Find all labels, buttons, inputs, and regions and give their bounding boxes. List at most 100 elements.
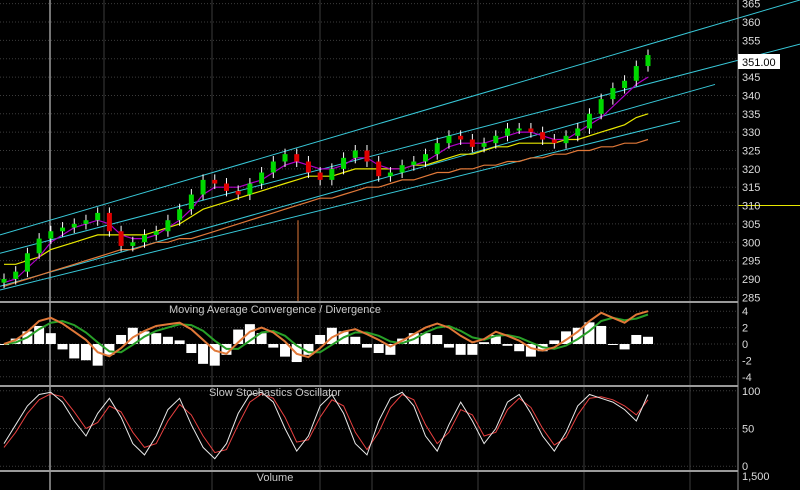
macd-panel	[0, 310, 653, 366]
candle-up	[446, 135, 452, 144]
candle-up	[575, 128, 581, 136]
price-axis-tick: 325	[742, 146, 760, 158]
macd-histogram-bar	[607, 344, 618, 345]
candle-up	[434, 143, 440, 155]
candle-down	[223, 183, 229, 191]
candle-up	[598, 99, 604, 114]
stochastics-axis-tick: 0	[742, 461, 748, 473]
macd-histogram-bar	[432, 334, 443, 344]
macd-histogram-bar	[268, 344, 279, 348]
macd-histogram-bar	[69, 344, 80, 359]
macd-histogram-bar	[209, 344, 220, 366]
candle-down	[212, 179, 218, 184]
macd-histogram-bar	[45, 333, 56, 344]
price-panel	[0, 0, 800, 301]
price-axis-tick: 355	[742, 35, 760, 47]
candle-up	[36, 238, 42, 254]
candle-up	[504, 128, 510, 136]
macd-histogram-bar	[116, 334, 127, 344]
macd-histogram-bar	[280, 344, 291, 357]
price-axis-tick: 335	[742, 109, 760, 121]
candle-up	[563, 135, 569, 144]
price-axis-tick: 345	[742, 72, 760, 84]
macd-histogram-bar	[127, 327, 138, 344]
last-value-box	[738, 54, 780, 69]
volume-axis-tick: 1,500	[742, 471, 770, 483]
price-axis-tick: 285	[742, 292, 760, 304]
macd-histogram-bar	[104, 344, 115, 355]
stochastics-axis-tick: 50	[742, 424, 754, 436]
macd-histogram-bar	[162, 336, 173, 344]
macd-histogram-bar	[455, 344, 466, 355]
candle-up	[493, 135, 499, 144]
macd-signal-line	[3, 313, 649, 354]
price-axis-tick: 315	[742, 182, 760, 194]
macd-histogram-bar	[420, 333, 431, 344]
candle-up	[95, 212, 101, 221]
candle-up	[411, 161, 417, 166]
candle-down	[551, 139, 557, 144]
macd-histogram-bar	[315, 334, 326, 344]
macd-histogram-bar	[467, 344, 478, 355]
candle-up	[282, 154, 288, 162]
candle-down	[540, 132, 546, 140]
price-axis-tick: 310	[742, 201, 760, 213]
macd-histogram-bar	[561, 331, 572, 344]
candle-up	[142, 234, 148, 243]
fast-moving-average-line	[3, 76, 649, 284]
candle-down	[305, 161, 311, 173]
panel-frames	[0, 0, 739, 490]
candle-up	[24, 253, 30, 272]
macd-histogram-bar	[186, 344, 197, 354]
macd-axis-tick: 0	[742, 339, 748, 351]
macd-histogram-bar	[57, 344, 68, 350]
candle-down	[528, 128, 534, 133]
macd-axis-tick: 4	[742, 306, 748, 318]
trend-channel-line	[0, 43, 800, 254]
candle-down	[118, 231, 124, 246]
price-axis-tick: 330	[742, 127, 760, 139]
stochastic-d-line	[3, 393, 649, 454]
price-axis-tick: 340	[742, 90, 760, 102]
candle-up	[153, 231, 159, 235]
macd-title: Moving Average Convergence / Divergence	[169, 304, 381, 316]
macd-histogram-bar	[326, 327, 337, 344]
macd-histogram-bar	[92, 344, 103, 366]
candle-up	[387, 172, 393, 177]
candle-up	[247, 183, 253, 195]
macd-histogram-bar	[572, 327, 583, 344]
macd-histogram-bar	[619, 344, 630, 350]
price-axis-tick: 320	[742, 164, 760, 176]
macd-histogram-bar	[479, 342, 490, 344]
trend-channel-line	[0, 0, 800, 236]
macd-histogram-bar	[373, 344, 384, 354]
macd-line	[3, 310, 649, 359]
macd-histogram-bar	[525, 344, 536, 357]
macd-histogram-bar	[34, 325, 45, 344]
candle-down	[235, 190, 241, 195]
candle-up	[341, 157, 347, 169]
candle-up	[13, 271, 19, 279]
macd-histogram-bar	[584, 322, 595, 344]
slow-moving-average-line	[3, 138, 649, 287]
stochastics-title: Slow Stochastics Oscillator	[209, 387, 341, 399]
candle-up	[329, 168, 335, 180]
candle-down	[106, 212, 112, 232]
macd-axis-tick: -2	[742, 355, 752, 367]
candle-up	[188, 194, 194, 210]
macd-histogram-bar	[490, 334, 501, 344]
grid	[0, 0, 738, 490]
candle-up	[60, 227, 66, 232]
candle-down	[376, 161, 382, 177]
price-axis-tick: 360	[742, 17, 760, 29]
candle-up	[71, 223, 77, 228]
candle-down	[458, 135, 464, 140]
candle-up	[645, 55, 651, 67]
candle-down	[317, 172, 323, 180]
candle-up	[200, 179, 206, 195]
price-axis-tick: 295	[742, 256, 760, 268]
candle-up	[259, 172, 265, 184]
macd-histogram-bar	[596, 325, 607, 344]
